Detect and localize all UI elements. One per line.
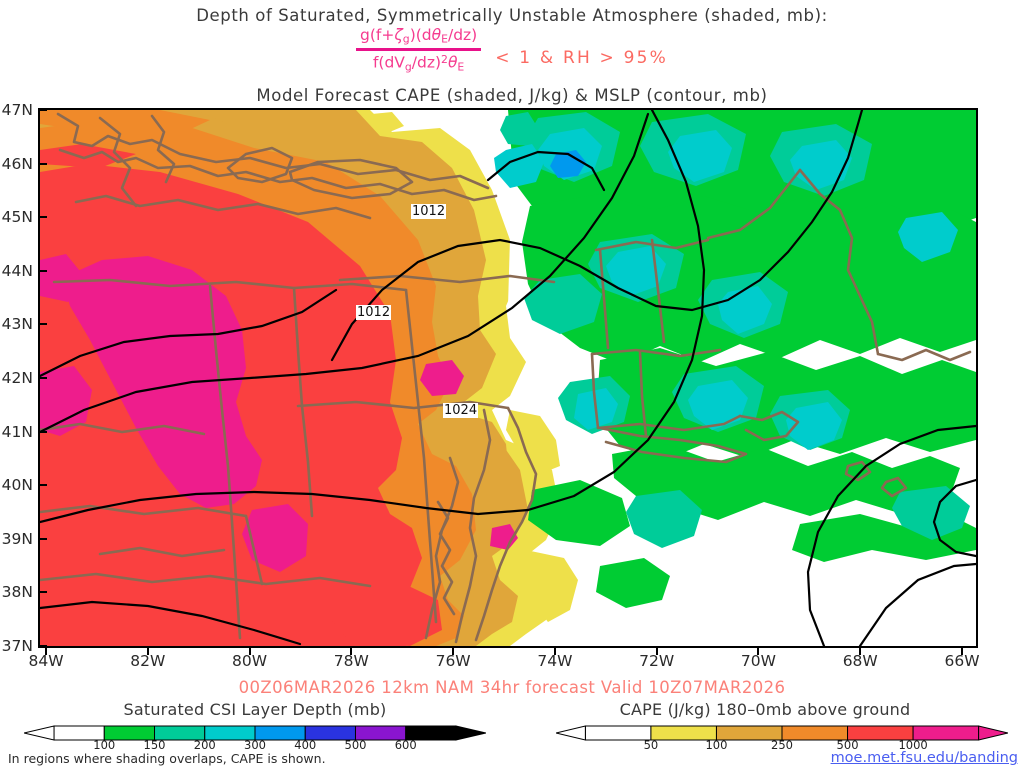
colorbar-tick-label: 200 xyxy=(193,738,216,752)
lon-tick-label: 84W xyxy=(28,652,64,670)
lat-tick-label: 37N xyxy=(1,637,33,655)
lon-tick-mark xyxy=(859,647,862,655)
lat-tick-label: 41N xyxy=(1,422,33,441)
lat-tick-mark xyxy=(38,430,47,433)
formula-block: g(f+ζg)(dθE/dz) f(dVg/dz)2θE < 1 & RH > … xyxy=(0,26,1024,73)
lat-tick-label: 38N xyxy=(1,583,33,602)
lat-tick-mark xyxy=(38,109,47,111)
lat-tick-label: 42N xyxy=(1,369,33,387)
colorbar-tick-label: 250 xyxy=(771,738,793,752)
colorbar-tick-label: 400 xyxy=(294,738,317,752)
lat-tick-mark xyxy=(38,377,47,379)
lat-tick-mark xyxy=(38,323,47,326)
lat-tick-mark xyxy=(38,269,47,272)
lon-tick-label: 68W xyxy=(842,652,878,670)
lon-tick-mark xyxy=(452,647,455,655)
colorbar-left-tip xyxy=(24,725,55,741)
forecast-caption: 00Z06MAR2026 12km NAM 34hr forecast Vali… xyxy=(238,678,786,697)
lon-tick-mark xyxy=(45,647,47,655)
colorbar-tick-label: 150 xyxy=(143,738,166,752)
fraction-numerator: g(f+ζg)(dθE/dz) xyxy=(360,26,478,46)
mslp-contours xyxy=(40,110,976,646)
formula-condition: < 1 & RH > 95% xyxy=(495,47,668,68)
lat-tick-label: 47N xyxy=(1,101,33,119)
lat-tick-mark xyxy=(38,537,47,540)
title-line-secondary: Model Forecast CAPE (shaded, J/kg) & MSL… xyxy=(256,86,768,105)
lon-tick-label: 74W xyxy=(537,652,573,670)
lon-tick-label: 70W xyxy=(740,652,776,670)
colorbar-ribbon xyxy=(556,725,1008,741)
richardson-number-fraction: g(f+ζg)(dθE/dz) f(dVg/dz)2θE xyxy=(356,26,482,74)
fraction-bar xyxy=(356,47,482,51)
colorbar-tick-label: 100 xyxy=(705,738,728,752)
lat-tick-label: 46N xyxy=(1,154,33,173)
colorbar-left-tip xyxy=(556,725,586,741)
lat-tick-label: 44N xyxy=(1,261,33,280)
source-url-link[interactable]: moe.met.fsu.edu/banding xyxy=(830,750,1018,766)
lon-tick-mark xyxy=(961,647,963,655)
lat-tick-mark xyxy=(38,216,47,219)
lat-tick-label: 40N xyxy=(1,476,33,495)
colorbar-tick-label: 100 xyxy=(93,738,116,752)
lon-tick-mark xyxy=(248,647,251,655)
state-boundaries xyxy=(40,112,972,644)
lat-tick-label: 39N xyxy=(1,529,33,548)
lat-tick-mark xyxy=(38,484,47,487)
lon-tick-label: 72W xyxy=(639,652,675,670)
colorbar-tick-label: 1000 xyxy=(898,738,928,752)
lon-tick-label: 80W xyxy=(232,652,268,670)
lat-tick-label: 45N xyxy=(1,208,33,227)
lat-tick-mark xyxy=(38,162,47,165)
colorbar-csi-ticks: 100 150 200 300 400 500 600 xyxy=(24,738,486,752)
map-svg xyxy=(40,110,976,646)
lat-tick-mark xyxy=(38,645,47,647)
fraction-denominator: f(dVg/dz)2θE xyxy=(372,52,465,74)
overlap-footnote: In regions where shading overlaps, CAPE … xyxy=(8,751,326,766)
legend-title-cape: CAPE (J/kg) 180–0mb above ground xyxy=(619,700,911,719)
lon-tick-mark xyxy=(350,647,353,655)
colorbar-right-tip xyxy=(978,725,1008,741)
colorbar-right-tip xyxy=(455,725,486,741)
lat-tick-mark xyxy=(38,591,47,594)
title-line-primary: Depth of Saturated, Symmetrically Unstab… xyxy=(196,6,828,25)
legend-title-csi: Saturated CSI Layer Depth (mb) xyxy=(123,700,387,719)
colorbar-tick-label: 300 xyxy=(244,738,266,752)
colorbar-cape[interactable] xyxy=(556,722,1008,750)
lon-tick-label: 66W xyxy=(944,652,980,670)
colorbar-tick-label: 500 xyxy=(344,738,367,752)
colorbar-cape-ticks: 50 100 250 500 1000 xyxy=(556,738,1008,752)
colorbar-ribbon xyxy=(24,725,486,741)
lon-tick-mark xyxy=(757,647,760,655)
lon-tick-mark xyxy=(655,647,658,655)
colorbar-tick-label: 500 xyxy=(836,738,859,752)
colorbar-tick-label: 50 xyxy=(643,738,659,752)
lon-tick-label: 78W xyxy=(333,652,369,670)
colorbar-csi[interactable] xyxy=(24,722,486,750)
lon-tick-mark xyxy=(553,647,556,655)
lon-tick-mark xyxy=(146,647,149,655)
lat-tick-label: 43N xyxy=(1,315,33,334)
lon-tick-label: 76W xyxy=(435,652,471,670)
map-plot-area[interactable] xyxy=(38,108,978,648)
lon-tick-label: 82W xyxy=(130,652,166,670)
colorbar-tick-label: 600 xyxy=(394,738,417,752)
